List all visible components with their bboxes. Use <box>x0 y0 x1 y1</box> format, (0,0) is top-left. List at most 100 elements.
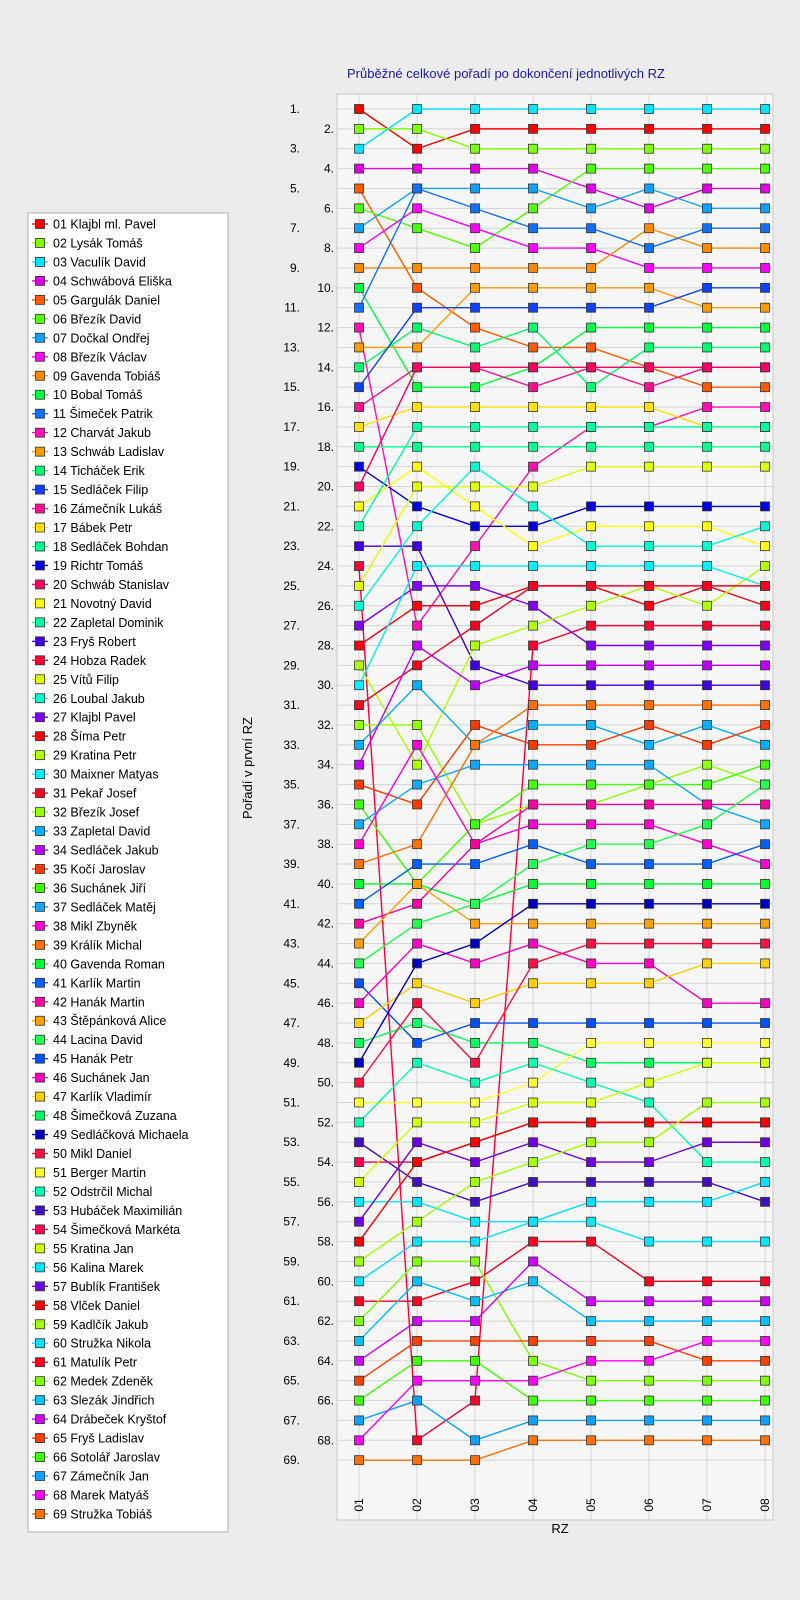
data-point <box>702 342 712 353</box>
data-point <box>644 620 654 631</box>
data-point <box>702 302 712 313</box>
data-point <box>470 263 480 273</box>
data-point <box>702 938 712 949</box>
series-line <box>358 207 765 269</box>
data-point <box>586 1236 596 1247</box>
y-tick-label: 39. <box>283 857 300 871</box>
data-point <box>528 441 538 452</box>
data-point <box>586 1137 596 1148</box>
data-point <box>760 1395 770 1406</box>
data-point <box>354 104 364 114</box>
data-point <box>702 1196 712 1207</box>
data-point <box>412 561 422 571</box>
data-point <box>412 1316 422 1326</box>
legend-entry: 19 Richtr Tomáš <box>53 559 143 573</box>
data-point <box>470 123 480 134</box>
legend-marker <box>35 996 45 1007</box>
data-point <box>760 1236 770 1247</box>
legend-entry: 12 Charvát Jakub <box>53 426 151 440</box>
data-point <box>470 958 480 969</box>
data-point <box>644 1177 654 1187</box>
series-line <box>358 644 765 766</box>
y-tick-label: 25. <box>283 579 300 593</box>
series-line <box>358 585 765 706</box>
legend-marker <box>35 579 45 590</box>
data-point <box>702 123 712 134</box>
data-point <box>702 143 712 154</box>
data-point <box>354 322 364 333</box>
data-point <box>702 600 712 611</box>
data-point <box>354 243 364 253</box>
data-point <box>354 918 364 929</box>
data-point <box>470 1455 480 1466</box>
data-point <box>586 1316 596 1326</box>
data-point <box>354 1157 364 1168</box>
legend-marker <box>35 636 45 647</box>
data-point <box>528 203 538 214</box>
data-point <box>354 123 364 134</box>
data-point <box>412 1455 422 1466</box>
data-point <box>586 819 596 830</box>
y-tick-label: 4. <box>324 162 334 176</box>
data-point <box>528 1037 538 1048</box>
data-point <box>412 1256 422 1267</box>
data-point <box>412 1355 422 1366</box>
data-point <box>644 700 654 710</box>
data-point <box>354 680 364 691</box>
data-point <box>702 441 712 452</box>
data-point <box>586 243 596 253</box>
data-point <box>470 1057 480 1068</box>
x-tick-label: 05 <box>584 1498 598 1512</box>
data-point <box>470 541 480 552</box>
data-point <box>702 521 712 532</box>
data-point <box>586 223 596 234</box>
y-tick-label: 52. <box>317 1115 334 1129</box>
data-point <box>702 282 712 293</box>
y-tick-label: 55. <box>283 1175 300 1189</box>
data-point <box>586 779 596 790</box>
data-point <box>702 660 712 671</box>
legend-entry: 04 Schwábová Eliška <box>53 274 172 288</box>
data-point <box>412 481 422 492</box>
data-point <box>470 759 480 770</box>
data-point <box>412 541 422 552</box>
data-point <box>586 1375 596 1386</box>
data-point <box>760 620 770 631</box>
data-point <box>760 700 770 710</box>
y-tick-label: 65. <box>283 1374 300 1388</box>
legend-entry: 22 Zapletal Dominik <box>53 616 164 630</box>
data-point <box>470 600 480 611</box>
series-line <box>358 1399 765 1442</box>
data-point <box>702 839 712 850</box>
data-point <box>470 243 480 253</box>
y-tick-label: 42. <box>317 917 334 931</box>
data-point <box>702 918 712 929</box>
data-point <box>528 799 538 810</box>
legend-entry: 30 Maixner Matyas <box>53 768 159 782</box>
data-point <box>528 700 538 710</box>
data-point <box>528 1336 538 1346</box>
legend-marker <box>35 598 45 609</box>
y-axis-label: Pořadí v první RZ <box>240 717 255 819</box>
legend-marker <box>35 958 45 969</box>
data-point <box>528 839 538 850</box>
data-point <box>586 402 596 412</box>
data-point <box>702 501 712 512</box>
y-tick-label: 11. <box>284 301 300 315</box>
data-point <box>528 243 538 253</box>
series-line <box>359 1201 765 1243</box>
data-point <box>644 282 654 293</box>
data-point <box>528 1256 538 1267</box>
data-point <box>586 382 596 393</box>
legend-entry: 57 Bublík František <box>53 1280 161 1294</box>
data-point <box>702 223 712 234</box>
legend-entry: 17 Bábek Petr <box>53 521 132 535</box>
data-point <box>470 1216 480 1227</box>
data-point <box>760 819 770 830</box>
data-point <box>528 918 538 929</box>
data-point <box>760 1435 770 1446</box>
series-lines <box>358 108 766 1461</box>
data-point <box>644 501 654 512</box>
data-point <box>412 680 422 691</box>
